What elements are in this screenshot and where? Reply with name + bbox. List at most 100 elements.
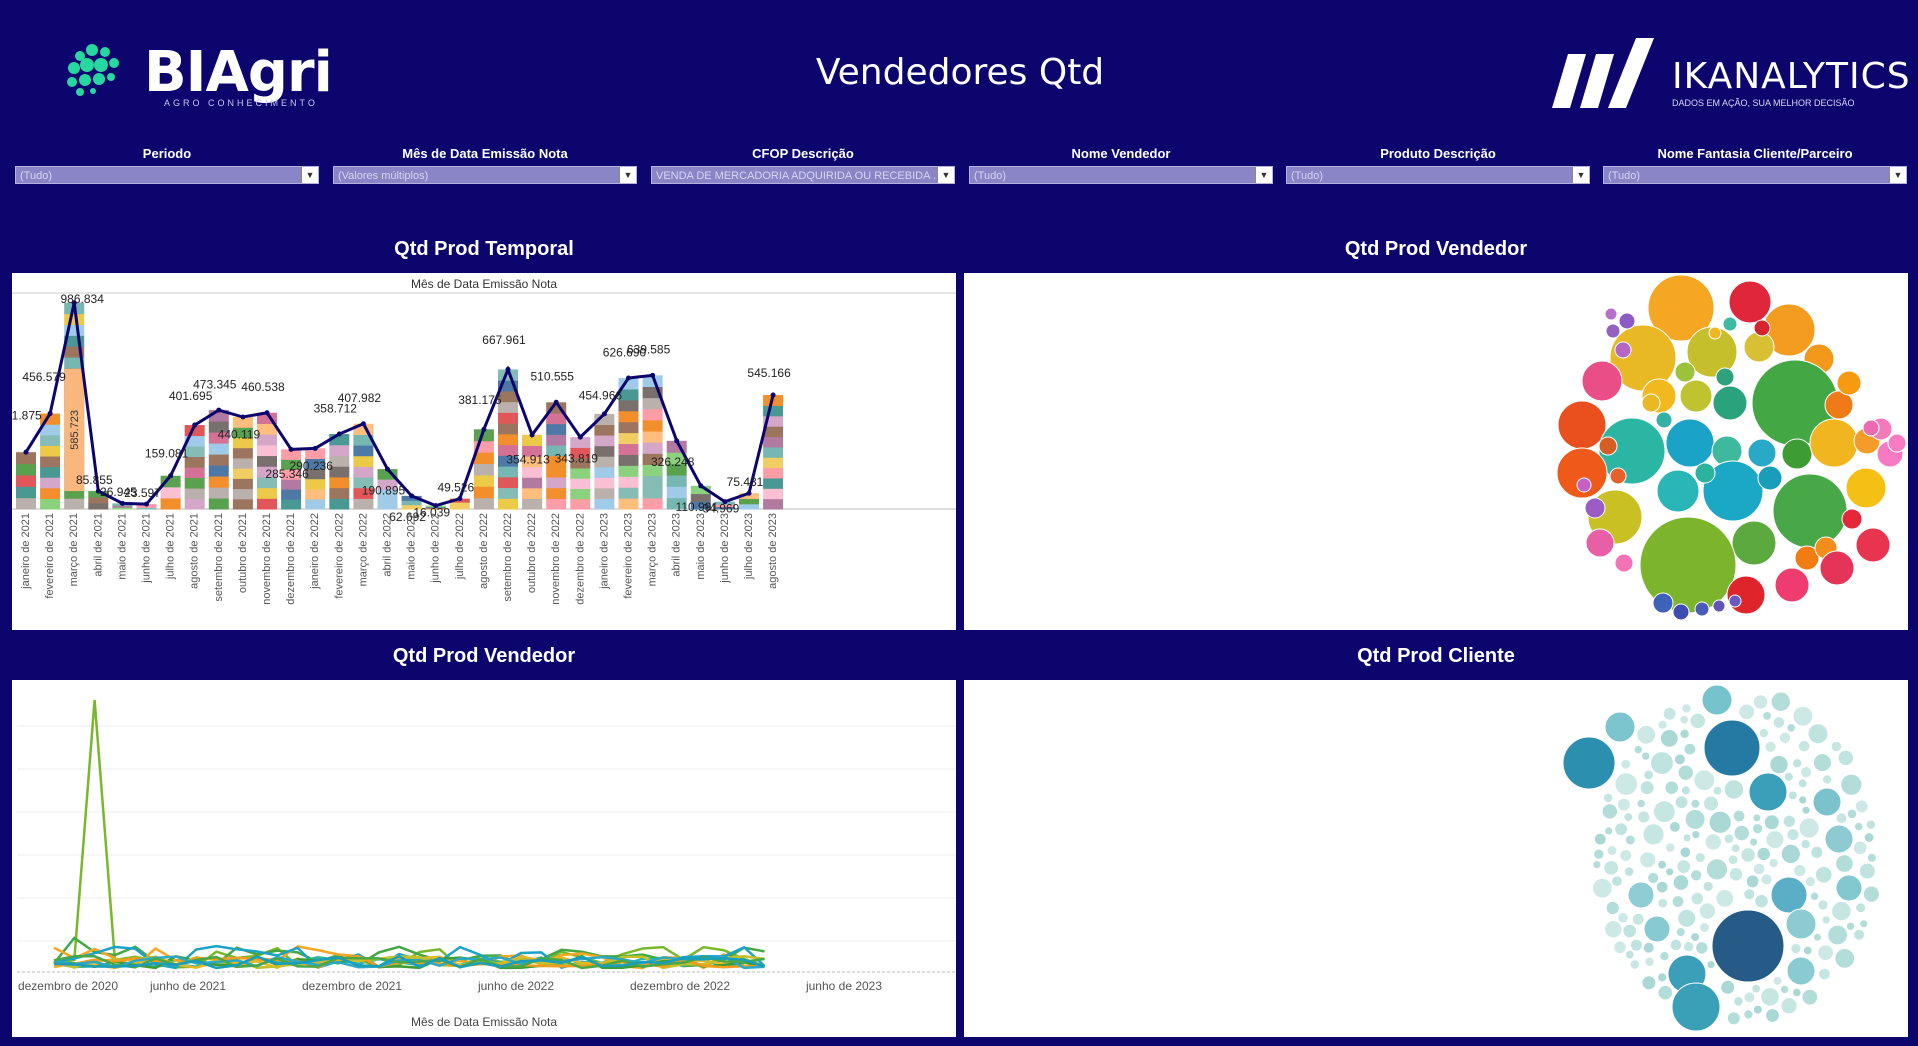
bar-segment[interactable] [329, 444, 350, 456]
bar-segment[interactable] [570, 498, 591, 510]
vendor-bubble[interactable] [1781, 438, 1813, 470]
bar-segment[interactable] [666, 497, 687, 510]
bar-segment[interactable] [40, 466, 61, 478]
client-bubble[interactable] [1659, 729, 1679, 748]
bar-segment[interactable] [618, 454, 639, 466]
client-bubble[interactable] [1614, 822, 1628, 837]
bar-segment[interactable] [618, 421, 639, 434]
client-bubble[interactable] [1694, 852, 1706, 864]
bar-segment[interactable] [40, 487, 61, 499]
client-bubble[interactable] [1765, 1008, 1780, 1023]
trend-point[interactable] [168, 473, 174, 479]
client-bubble[interactable] [1650, 751, 1674, 775]
vendor-bubble[interactable] [1757, 465, 1783, 491]
bar-segment[interactable] [353, 455, 374, 467]
client-bubble[interactable] [1785, 908, 1817, 940]
client-bubble[interactable] [1727, 854, 1739, 866]
bar-segment[interactable] [184, 467, 205, 479]
client-bubble[interactable] [1701, 684, 1733, 716]
bar-segment[interactable] [522, 434, 543, 446]
bar-segment[interactable] [642, 386, 663, 399]
client-bubble[interactable] [1782, 814, 1796, 829]
vendor-bubble[interactable] [1686, 326, 1738, 378]
bar-segment[interactable] [473, 463, 494, 476]
chevron-down-icon[interactable]: ▼ [1572, 167, 1589, 183]
bar-segment[interactable] [642, 375, 663, 388]
client-bubble[interactable] [1738, 703, 1756, 721]
bar-segment[interactable] [232, 447, 253, 459]
client-bubble[interactable] [1852, 840, 1868, 856]
bar-segment[interactable] [257, 423, 277, 435]
client-bubble[interactable] [1624, 949, 1635, 960]
bar-segment[interactable] [208, 421, 229, 433]
vendor-bubble[interactable] [1605, 323, 1621, 339]
client-bubble[interactable] [1752, 823, 1764, 835]
vendor-bubble[interactable] [1604, 307, 1618, 321]
bar-segment[interactable] [281, 459, 302, 470]
bar-segment[interactable] [281, 449, 302, 460]
bar-segment[interactable] [208, 487, 229, 499]
trend-point[interactable] [409, 493, 415, 499]
bar-segment[interactable] [281, 469, 302, 480]
bar-segment[interactable] [329, 498, 350, 510]
client-bubble[interactable] [1855, 902, 1867, 914]
vendor-bubble[interactable] [1862, 419, 1880, 437]
vendor-bubble[interactable] [1702, 460, 1764, 522]
vendor-bubble[interactable] [1794, 545, 1820, 571]
bar-segment[interactable] [329, 455, 350, 467]
bar-segment[interactable] [570, 457, 591, 469]
client-bubble[interactable] [1831, 900, 1852, 922]
client-bubble[interactable] [1749, 837, 1759, 847]
bar-segment[interactable] [16, 452, 36, 465]
bar-segment[interactable] [232, 427, 253, 438]
bar-segment[interactable] [498, 380, 518, 392]
trend-point[interactable] [650, 372, 656, 378]
client-bubble[interactable] [1702, 880, 1714, 892]
bar-segment[interactable] [40, 477, 61, 489]
bar-segment[interactable] [208, 454, 229, 466]
client-bubble[interactable] [1705, 858, 1729, 881]
client-bubble[interactable] [1772, 976, 1783, 986]
client-bubble[interactable] [1800, 839, 1811, 850]
bar-segment[interactable] [498, 369, 518, 381]
chevron-down-icon[interactable]: ▼ [1255, 167, 1272, 183]
client-bubble[interactable] [1664, 780, 1680, 795]
bar-segment[interactable] [690, 501, 711, 510]
trend-point[interactable] [505, 366, 511, 372]
bar-segment[interactable] [40, 445, 61, 457]
bar-segment[interactable] [473, 474, 494, 487]
client-bubble[interactable] [1743, 888, 1756, 901]
client-bubble[interactable] [1787, 790, 1798, 801]
vendor-bubble[interactable] [1679, 379, 1713, 413]
client-bubble[interactable] [1797, 778, 1808, 789]
client-bubble[interactable] [1682, 833, 1692, 843]
client-bubble[interactable] [1835, 854, 1854, 873]
client-bubble[interactable] [1643, 769, 1654, 781]
bar-segment[interactable] [112, 507, 133, 510]
trend-point[interactable] [23, 449, 29, 455]
bar-segment[interactable] [377, 489, 398, 500]
client-bubble[interactable] [1845, 921, 1856, 932]
client-bubble[interactable] [1720, 979, 1736, 995]
bar-segment[interactable] [232, 417, 253, 428]
bar-segment[interactable] [498, 466, 518, 478]
bar-segment[interactable] [522, 477, 543, 489]
trend-point[interactable] [601, 411, 607, 417]
vendor-bubble[interactable] [1845, 467, 1887, 509]
client-bubble[interactable] [1676, 859, 1692, 875]
client-bubble[interactable] [1792, 705, 1814, 727]
bar-segment[interactable] [353, 445, 374, 457]
bar-segment[interactable] [329, 434, 350, 446]
client-bubble[interactable] [1644, 956, 1655, 968]
trend-point[interactable] [144, 501, 149, 507]
bar-segment[interactable] [498, 444, 518, 456]
client-bubble[interactable] [1671, 982, 1721, 1032]
client-bubble[interactable] [1760, 987, 1780, 1007]
trend-line[interactable] [24, 302, 775, 508]
bar-segment[interactable] [401, 500, 422, 506]
client-bubble[interactable] [1793, 863, 1807, 878]
bar-segment[interactable] [353, 498, 374, 510]
vendor-bubble[interactable] [1728, 594, 1742, 608]
bar-segment[interactable] [739, 503, 759, 510]
client-bubble[interactable] [1810, 845, 1824, 859]
